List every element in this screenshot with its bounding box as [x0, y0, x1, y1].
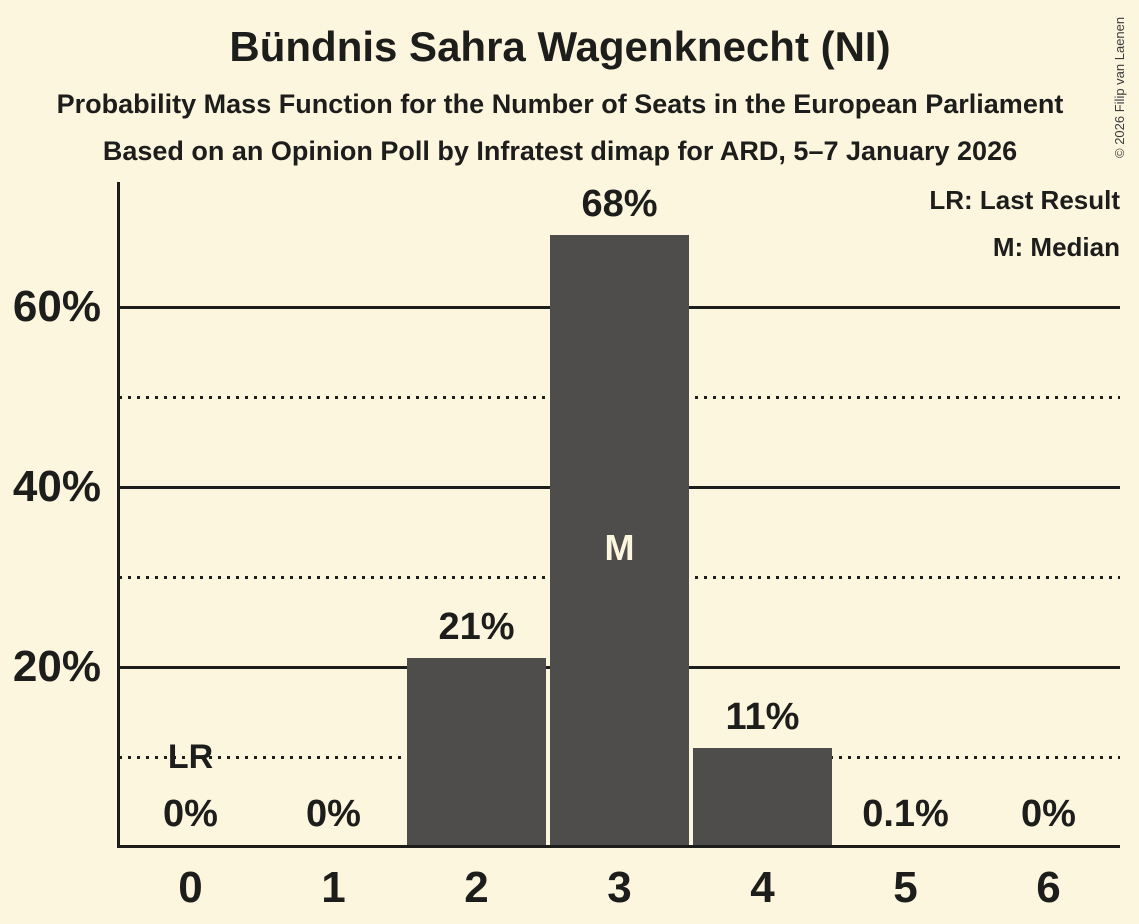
bar-seat-3 [550, 235, 689, 847]
legend-median: M: Median [992, 232, 1120, 262]
x-axis-line [119, 845, 1120, 848]
y-axis-line [117, 182, 120, 848]
bar-value-label: 68% [581, 183, 658, 225]
legend-last-result: LR: Last Result [929, 185, 1120, 215]
chart-title: Bündnis Sahra Wagenknecht (NI) [229, 23, 891, 70]
x-tick-label: 5 [893, 863, 918, 912]
bar-value-label: 0% [306, 793, 361, 835]
bar-value-label: 21% [438, 606, 515, 648]
chart-subtitle: Probability Mass Function for the Number… [56, 89, 1064, 119]
chart-source-line: Based on an Opinion Poll by Infratest di… [102, 136, 1018, 166]
median-annotation: M [604, 527, 635, 568]
x-tick-label: 2 [464, 863, 489, 912]
bar-value-label: 11% [725, 696, 800, 738]
bar-value-label: 0.1% [862, 793, 949, 835]
x-tick-label: 0 [178, 863, 203, 912]
bar-seat-4 [693, 748, 832, 847]
y-tick-label: 20% [12, 642, 101, 691]
x-tick-label: 3 [607, 863, 632, 912]
y-tick-label: 60% [12, 282, 101, 331]
x-tick-label: 6 [1036, 863, 1061, 912]
bar-value-label: 0% [1021, 793, 1076, 835]
bar-value-label: 0% [163, 793, 218, 835]
x-tick-label: 4 [750, 863, 775, 912]
copyright-notice: © 2026 Filip van Laenen [1112, 16, 1127, 158]
x-tick-label: 1 [321, 863, 346, 912]
bar-seat-2 [407, 658, 546, 847]
plot-area: 0% 0% 21% 68% 11% 0.1% 0% LR M [119, 183, 1120, 847]
y-tick-label: 40% [12, 462, 101, 511]
last-result-annotation: LR [167, 738, 214, 776]
